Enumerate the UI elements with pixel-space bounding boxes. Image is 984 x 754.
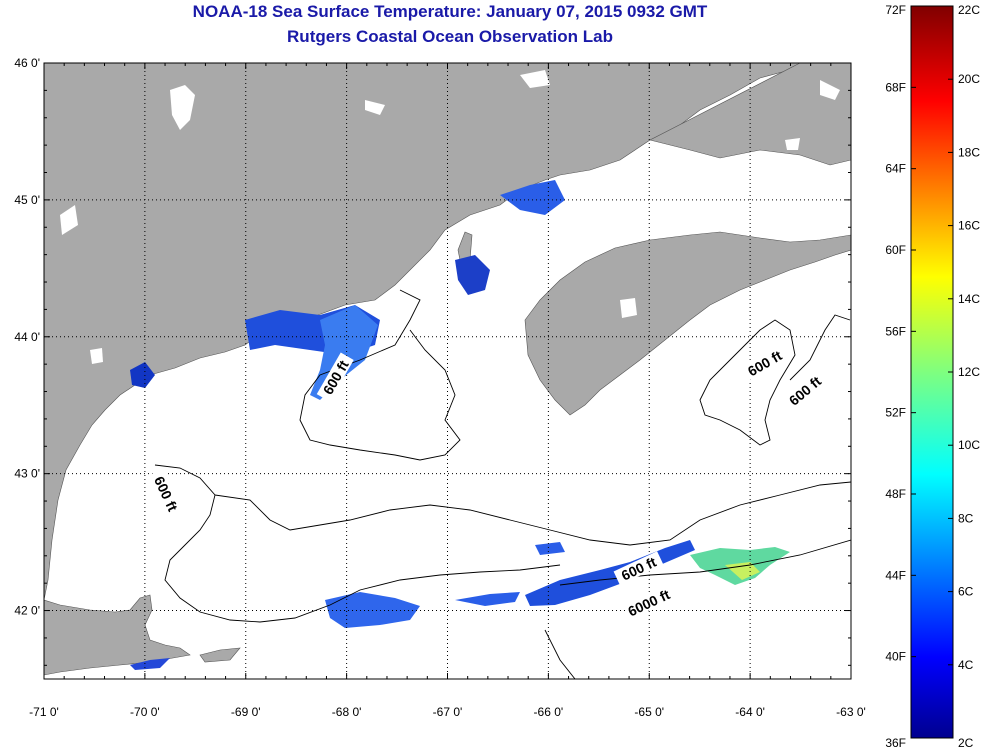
land-new-england bbox=[44, 63, 851, 601]
colorbar-fahrenheit-labels: 72F 68F 64F 60F 56F 52F 48F 44F 40F 36F bbox=[885, 3, 916, 750]
lon-tick-label: -63 0' bbox=[836, 705, 866, 719]
colorbar-c-label: 8C bbox=[958, 511, 974, 525]
lon-tick-label: -69 0' bbox=[231, 705, 261, 719]
colorbar-f-label: 68F bbox=[885, 80, 906, 94]
colorbar-f-label: 44F bbox=[885, 568, 906, 582]
land-nova-scotia bbox=[524, 231, 851, 416]
colorbar-c-label: 22C bbox=[958, 3, 980, 17]
map-subtitle: Rutgers Coastal Ocean Observation Lab bbox=[287, 27, 613, 46]
colorbar-f-label: 36F bbox=[885, 736, 906, 750]
colorbar-c-label: 16C bbox=[958, 219, 980, 233]
lakes bbox=[60, 70, 840, 364]
colorbar-c-label: 6C bbox=[958, 585, 974, 599]
colorbar-celsius-labels: 22C 20C 18C 16C 14C 12C 10C 8C 6C 4C 2C bbox=[948, 3, 980, 750]
lon-tick-label: -64 0' bbox=[735, 705, 765, 719]
lon-tick-label: -65 0' bbox=[634, 705, 664, 719]
lon-tick-label: -66 0' bbox=[534, 705, 564, 719]
colorbar-c-label: 4C bbox=[958, 658, 974, 672]
colorbar-f-label: 64F bbox=[885, 162, 906, 176]
colorbar-f-label: 60F bbox=[885, 243, 906, 257]
colorbar-f-label: 40F bbox=[885, 650, 906, 664]
lon-tick-label: -67 0' bbox=[433, 705, 463, 719]
colorbar-f-label: 56F bbox=[885, 324, 906, 338]
contour-label-bg bbox=[739, 344, 790, 382]
colorbar-c-label: 14C bbox=[958, 292, 980, 306]
lat-tick-label: 44 0' bbox=[14, 330, 40, 344]
contour-label-bg bbox=[623, 585, 674, 620]
lon-tick-label: -71 0' bbox=[29, 705, 59, 719]
lat-tick-label: 42 0' bbox=[14, 604, 40, 618]
land-masses bbox=[44, 63, 851, 676]
colorbar-c-label: 18C bbox=[958, 145, 980, 159]
depth-contours bbox=[154, 289, 851, 679]
land-gulf-shore bbox=[649, 63, 851, 166]
land-cape-cod bbox=[44, 594, 191, 676]
colorbar-f-label: 52F bbox=[885, 406, 906, 420]
lat-tick-label: 46 0' bbox=[14, 56, 40, 70]
contour-label-bg bbox=[149, 468, 184, 519]
colorbar-c-label: 20C bbox=[958, 72, 980, 86]
colorbar-f-label: 48F bbox=[885, 487, 906, 501]
colorbar-f-label: 72F bbox=[885, 3, 906, 17]
map-title: NOAA-18 Sea Surface Temperature: January… bbox=[192, 2, 708, 21]
colorbar-c-label: 2C bbox=[958, 736, 974, 750]
contour-label-bg bbox=[781, 369, 828, 412]
lat-tick-label: 45 0' bbox=[14, 193, 40, 207]
colorbar-gradient bbox=[910, 5, 954, 739]
axis-ticks: -71 0' -70 0' -69 0' -68 0' -67 0' -66 0' -65 … bbox=[14, 56, 865, 719]
lat-tick-label: 43 0' bbox=[14, 467, 40, 481]
bay-of-fundy bbox=[480, 160, 705, 290]
colorbar-c-label: 10C bbox=[958, 438, 980, 452]
colorbar: 72F 68F 64F 60F 56F 52F 48F 44F 40F 36F 22C 20C 18C… bbox=[885, 3, 980, 750]
contour-label-bg bbox=[316, 352, 354, 402]
lon-tick-label: -68 0' bbox=[332, 705, 362, 719]
lon-tick-label: -70 0' bbox=[130, 705, 160, 719]
contour-label-bg bbox=[613, 551, 664, 586]
colorbar-c-label: 12C bbox=[958, 365, 980, 379]
land-nantucket bbox=[199, 647, 241, 663]
